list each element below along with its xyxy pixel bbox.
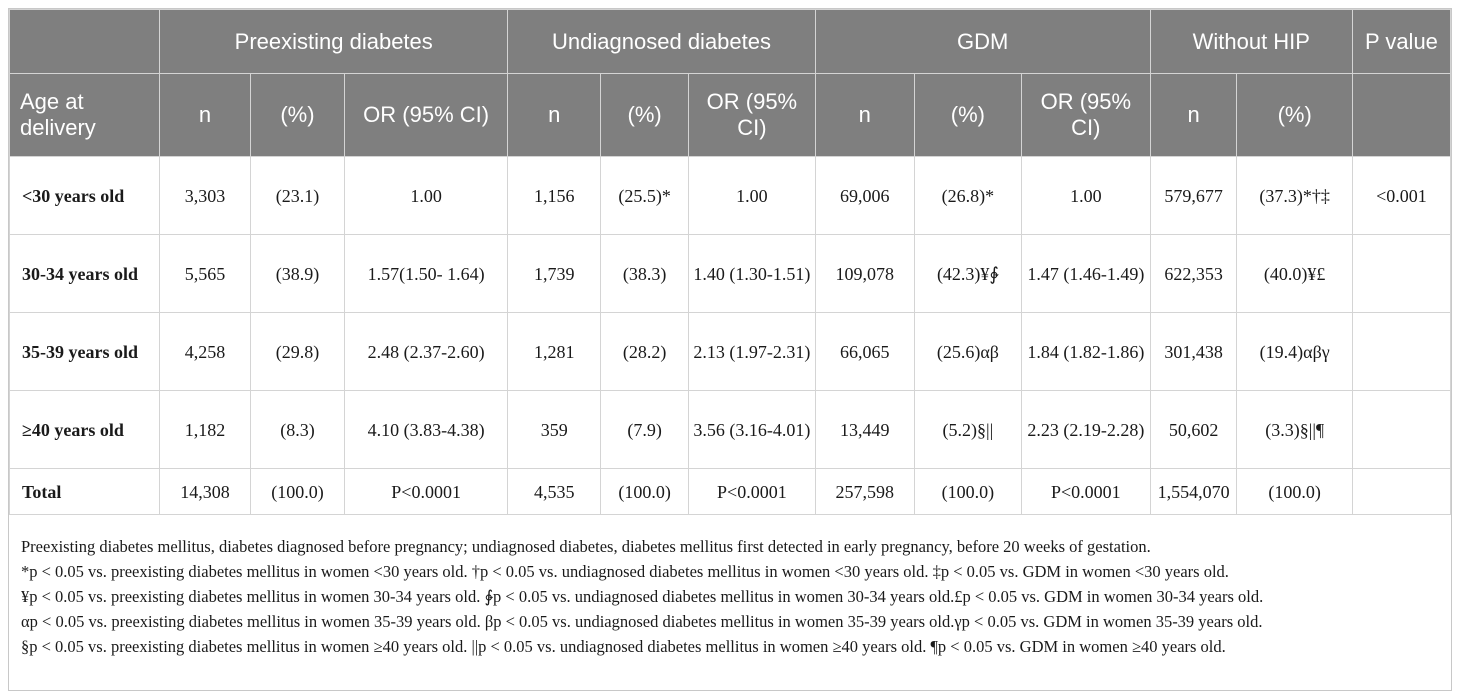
- table-cell: 359: [507, 390, 602, 469]
- col-header-pct: (%): [913, 73, 1022, 157]
- table-cell: 4.10 (3.83-4.38): [343, 390, 509, 469]
- table-cell: (29.8): [249, 312, 345, 391]
- table-container: Preexisting diabetes Undiagnosed diabete…: [8, 8, 1452, 691]
- footnote: *p < 0.05 vs. preexisting diabetes melli…: [21, 562, 1229, 581]
- table-cell: (7.9): [600, 390, 690, 469]
- footnote: Preexisting diabetes mellitus, diabetes …: [21, 537, 1151, 556]
- table-cell: [1351, 234, 1452, 313]
- header-row-columns: Age at delivery n (%) OR (95% CI) n (%) …: [8, 73, 1452, 157]
- table-cell: 4,258: [159, 312, 251, 391]
- group-header-undiagnosed: Undiagnosed diabetes: [507, 9, 816, 74]
- table-cell: (19.4)αβγ: [1236, 312, 1353, 391]
- table-row: 30-34 years old 5,565 (38.9) 1.57(1.50- …: [8, 234, 1452, 313]
- table-cell: 257,598: [814, 468, 915, 515]
- header-empty-cell: [8, 9, 161, 74]
- table-cell: (26.8)*: [913, 156, 1022, 235]
- col-header-n: n: [507, 73, 602, 157]
- table-cell: <0.001: [1351, 156, 1452, 235]
- table-cell: 2.48 (2.37-2.60): [343, 312, 509, 391]
- col-header-n: n: [159, 73, 251, 157]
- table-cell: 3.56 (3.16-4.01): [688, 390, 816, 469]
- table-cell: 14,308: [159, 468, 251, 515]
- footnote: §p < 0.05 vs. preexisting diabetes melli…: [21, 637, 1226, 656]
- table-cell: 4,535: [507, 468, 602, 515]
- col-header-age: Age at delivery: [8, 73, 161, 157]
- table-cell: 622,353: [1149, 234, 1238, 313]
- group-header-gdm: GDM: [814, 9, 1151, 74]
- table-cell: 1.57(1.50- 1.64): [343, 234, 509, 313]
- table-cell: 579,677: [1149, 156, 1238, 235]
- row-label: 35-39 years old: [8, 312, 161, 391]
- table-cell: (23.1): [249, 156, 345, 235]
- table-cell: (100.0): [249, 468, 345, 515]
- header-row-groups: Preexisting diabetes Undiagnosed diabete…: [8, 9, 1452, 74]
- table-cell: (42.3)¥∲: [913, 234, 1022, 313]
- table-cell: 1,156: [507, 156, 602, 235]
- row-label: 30-34 years old: [8, 234, 161, 313]
- table-cell: 1.00: [688, 156, 816, 235]
- table-row: <30 years old 3,303 (23.1) 1.00 1,156 (2…: [8, 156, 1452, 235]
- group-header-p-value: P value: [1351, 9, 1452, 74]
- table-cell: (38.3): [600, 234, 690, 313]
- col-header-n: n: [1149, 73, 1238, 157]
- table-cell: (37.3)*†‡: [1236, 156, 1353, 235]
- table-cell: P<0.0001: [1020, 468, 1151, 515]
- table-cell: 1,739: [507, 234, 602, 313]
- table-cell: 66,065: [814, 312, 915, 391]
- table-cell: 301,438: [1149, 312, 1238, 391]
- table-cell: P<0.0001: [688, 468, 816, 515]
- col-header-pct: (%): [249, 73, 345, 157]
- col-header-n: n: [814, 73, 915, 157]
- table-cell: 1,554,070: [1149, 468, 1238, 515]
- table-row: 35-39 years old 4,258 (29.8) 2.48 (2.37-…: [8, 312, 1452, 391]
- col-header-or: OR (95% CI): [343, 73, 509, 157]
- table-cell: 1.47 (1.46-1.49): [1020, 234, 1151, 313]
- table-cell: (25.6)αβ: [913, 312, 1022, 391]
- table-cell: 1.00: [343, 156, 509, 235]
- col-header-pct: (%): [1236, 73, 1353, 157]
- table-cell: 1.40 (1.30-1.51): [688, 234, 816, 313]
- table-cell: 1.84 (1.82-1.86): [1020, 312, 1151, 391]
- table-cell: (3.3)§||¶: [1236, 390, 1353, 469]
- group-header-preexisting: Preexisting diabetes: [159, 9, 509, 74]
- table-cell: (100.0): [600, 468, 690, 515]
- row-label: ≥40 years old: [8, 390, 161, 469]
- table-cell: (100.0): [1236, 468, 1353, 515]
- table-cell: (38.9): [249, 234, 345, 313]
- footnote: αp < 0.05 vs. preexisting diabetes melli…: [21, 612, 1263, 631]
- table-cell: 50,602: [1149, 390, 1238, 469]
- table-cell: (8.3): [249, 390, 345, 469]
- table-row-total: Total 14,308 (100.0) P<0.0001 4,535 (100…: [8, 468, 1452, 515]
- col-header-or: OR (95% CI): [1020, 73, 1151, 157]
- table-cell: 1,281: [507, 312, 602, 391]
- table-cell: [1351, 468, 1452, 515]
- table-footnotes: Preexisting diabetes mellitus, diabetes …: [9, 521, 1451, 659]
- table-cell: (28.2): [600, 312, 690, 391]
- table-cell: P<0.0001: [343, 468, 509, 515]
- col-header-empty: [1351, 73, 1452, 157]
- table-cell: 109,078: [814, 234, 915, 313]
- table-cell: 1.00: [1020, 156, 1151, 235]
- row-label: Total: [8, 468, 161, 515]
- table-cell: (40.0)¥£: [1236, 234, 1353, 313]
- table-cell: (100.0): [913, 468, 1022, 515]
- table-row: ≥40 years old 1,182 (8.3) 4.10 (3.83-4.3…: [8, 390, 1452, 469]
- table-cell: 13,449: [814, 390, 915, 469]
- data-table: Preexisting diabetes Undiagnosed diabete…: [8, 9, 1452, 515]
- table-cell: 1,182: [159, 390, 251, 469]
- table-cell: 2.23 (2.19-2.28): [1020, 390, 1151, 469]
- row-label: <30 years old: [8, 156, 161, 235]
- table-cell: (5.2)§||: [913, 390, 1022, 469]
- table-cell: (25.5)*: [600, 156, 690, 235]
- col-header-or: OR (95% CI): [688, 73, 816, 157]
- table-cell: [1351, 390, 1452, 469]
- table-cell: 5,565: [159, 234, 251, 313]
- group-header-without-hip: Without HIP: [1149, 9, 1353, 74]
- table-cell: [1351, 312, 1452, 391]
- table-cell: 2.13 (1.97-2.31): [688, 312, 816, 391]
- table-cell: 69,006: [814, 156, 915, 235]
- col-header-pct: (%): [600, 73, 690, 157]
- table-cell: 3,303: [159, 156, 251, 235]
- footnote: ¥p < 0.05 vs. preexisting diabetes melli…: [21, 587, 1264, 606]
